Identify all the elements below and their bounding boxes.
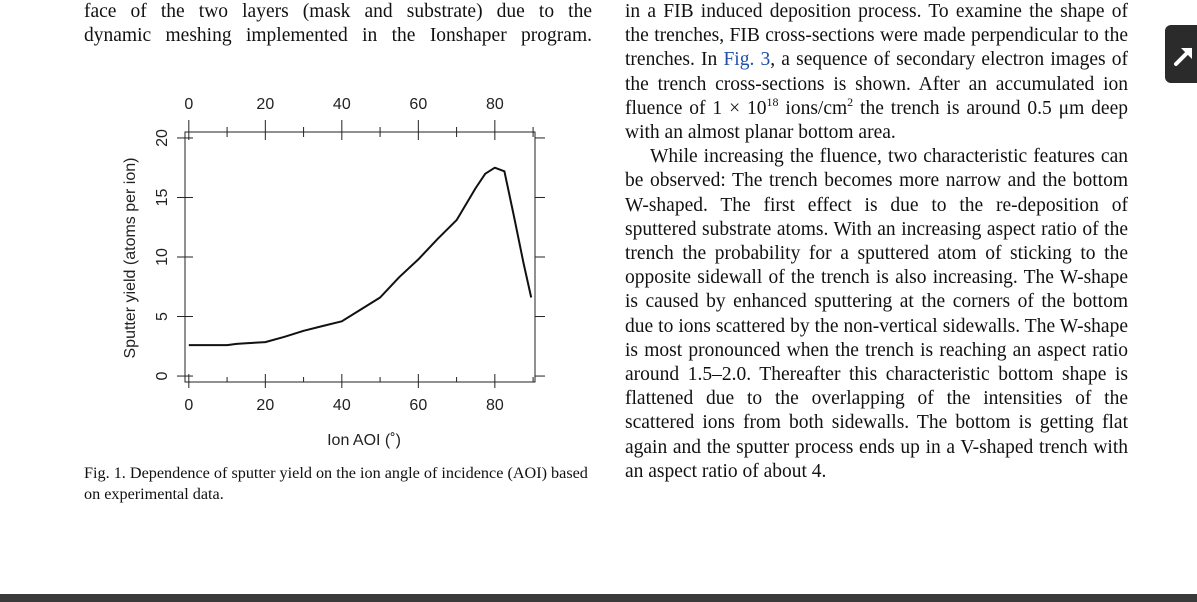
p1-text-2: , a sequence of secondary electron image… xyxy=(625,49,1128,119)
x-tick-label: 80 xyxy=(486,397,504,414)
right-column: in a FIB induced deposition process. To … xyxy=(625,0,1128,484)
paragraph-2: While increasing the fluence, two charac… xyxy=(625,146,1128,482)
p1-text-3: ions/cm xyxy=(778,97,848,119)
x-tick-label: 20 xyxy=(256,397,274,414)
figure-caption: Fig. 1. Dependence of sputter yield on t… xyxy=(84,464,588,503)
x-tick-label-top: 80 xyxy=(486,96,504,113)
x-tick-label: 60 xyxy=(409,397,427,414)
p1-text-4: the trench is around 0.5 μm deep with an… xyxy=(625,97,1128,144)
y-axis-title: Sputter yield (atoms per ion) xyxy=(122,158,139,359)
y-tick-label: 20 xyxy=(154,129,171,147)
x-tick-label-top: 60 xyxy=(409,96,427,113)
sputter-yield-chart: 0 20 40 60 80 0 20 40 60 80 0 5 10 15 20 Ion AOI (˚) S… xyxy=(122,96,545,449)
expand-arrow-icon xyxy=(1174,48,1192,66)
p1-sup-square: 2 xyxy=(847,94,854,109)
left-text-line-2: dynamic meshing implemented in the Ionsh… xyxy=(84,25,592,47)
x-tick-label: 0 xyxy=(184,397,193,414)
x-tick-label-top: 20 xyxy=(256,96,274,113)
y-tick-label: 15 xyxy=(154,188,171,206)
x-axis-title: Ion AOI (˚) xyxy=(327,432,401,449)
x-tick-label: 40 xyxy=(333,397,351,414)
paragraph-1: in a FIB induced deposition process. To … xyxy=(625,0,1128,145)
y-tick-label: 5 xyxy=(154,312,171,321)
x-tick-label-top: 0 xyxy=(184,96,193,113)
fig-3-link[interactable]: Fig. 3 xyxy=(723,49,771,71)
p1-sup-exponent: 18 xyxy=(766,94,779,109)
y-tick-label: 10 xyxy=(154,248,171,266)
x-tick-label-top: 40 xyxy=(333,96,351,113)
left-column: face of the two layers (mask and substra… xyxy=(84,0,592,48)
p1-text-1: in a FIB induced deposition process. To … xyxy=(625,1,1128,71)
y-tick-label: 0 xyxy=(154,372,171,381)
side-expand-button[interactable] xyxy=(1165,25,1197,83)
bottom-bar xyxy=(0,594,1197,602)
series-line xyxy=(188,166,533,347)
left-text-line-1: face of the two layers (mask and substra… xyxy=(84,1,592,22)
